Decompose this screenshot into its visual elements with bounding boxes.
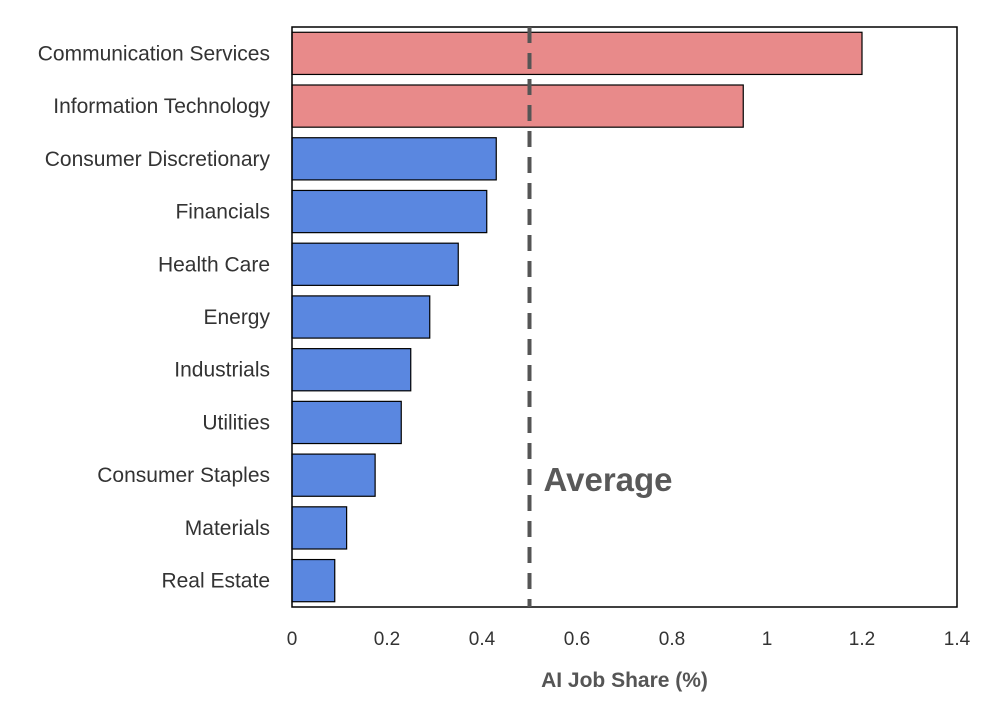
x-tick-label: 0.2 <box>374 629 400 650</box>
x-axis-ticks: 0 0.2 0.4 0.6 0.8 1 1.2 1.4 <box>287 629 971 650</box>
bar-industrials <box>291 348 412 392</box>
x-tick-label: 1.2 <box>849 629 875 650</box>
x-axis-title: AI Job Share (%) <box>541 669 708 692</box>
category-label: Consumer Staples <box>97 464 270 487</box>
bar-financials <box>291 189 488 234</box>
average-label: Average <box>544 461 673 498</box>
bar-health-care <box>291 242 459 286</box>
category-label: Consumer Discretionary <box>45 148 271 171</box>
category-label: Financials <box>175 201 270 224</box>
bar-real-estate <box>291 558 336 603</box>
x-tick-label: 0.4 <box>469 629 496 650</box>
bar-consumer-staples <box>291 453 376 497</box>
x-tick-label: 0.8 <box>659 629 685 650</box>
bar-communication-services <box>291 31 863 76</box>
category-label: Utilities <box>202 411 270 434</box>
x-tick-label: 0.6 <box>564 629 590 650</box>
category-label: Materials <box>185 517 270 540</box>
bar-consumer-discretionary <box>291 137 497 181</box>
plot-area-frame <box>291 26 958 608</box>
category-label: Industrials <box>174 359 270 382</box>
x-tick-label: 1 <box>762 629 773 650</box>
category-label: Communication Services <box>38 42 270 65</box>
x-tick-label: 0 <box>287 629 298 650</box>
x-tick-label: 1.4 <box>944 629 971 650</box>
category-labels: Communication Services Information Techno… <box>38 42 271 592</box>
category-label: Energy <box>203 306 270 329</box>
category-label: Information Technology <box>53 95 270 118</box>
bar-information-technology <box>291 84 744 128</box>
category-label: Health Care <box>158 253 270 276</box>
bar-utilities <box>291 400 402 445</box>
bars-group <box>291 31 863 603</box>
category-label: Real Estate <box>161 570 270 593</box>
bar-energy <box>291 295 431 339</box>
bar-materials <box>291 506 348 550</box>
